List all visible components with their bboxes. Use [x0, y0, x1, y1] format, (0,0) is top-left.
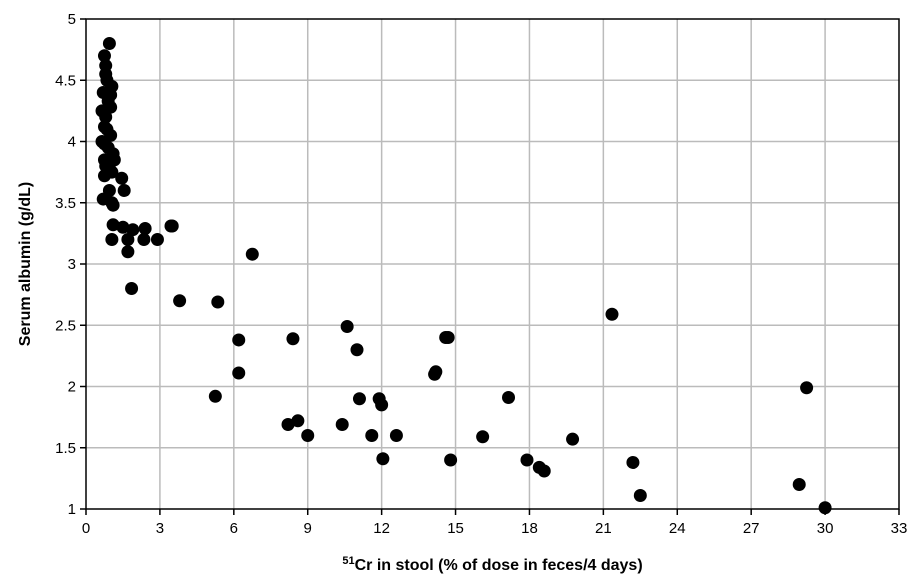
data-point [115, 171, 129, 185]
data-point [208, 389, 222, 403]
x-tick-label: 6 [230, 520, 238, 537]
data-point [105, 233, 119, 246]
y-tick-label: 1.5 [55, 440, 76, 457]
data-point [626, 455, 640, 469]
data-point [126, 223, 140, 237]
x-axis-title-superscript: 51 [342, 555, 354, 567]
x-axis-title-text: Cr in stool (% of dose in feces/4 days) [355, 557, 643, 574]
data-point [121, 233, 135, 246]
axis-ticks: 0 3 6 9 12 15 18 21 24 27 30 33 1 1.5 2 2.5 3 3.5 4 4.5 5 [55, 11, 907, 537]
data-point [502, 391, 516, 405]
data-point [335, 417, 349, 431]
data-point [138, 221, 152, 235]
data-point [291, 414, 305, 428]
data-point [365, 429, 379, 442]
x-tick-label: 15 [447, 520, 464, 537]
data-point [301, 429, 315, 442]
data-point [605, 307, 619, 321]
data-point [125, 282, 139, 295]
x-tick-label: 33 [891, 520, 908, 537]
y-tick-label: 2.5 [55, 317, 76, 334]
data-point [137, 233, 151, 246]
y-tick-label: 4 [68, 134, 76, 151]
data-point [150, 233, 164, 246]
data-point [281, 417, 295, 431]
data-point [537, 464, 551, 478]
y-axis-title: Serum albumin (g/dL) [17, 182, 34, 346]
x-tick-label: 18 [521, 520, 538, 537]
x-tick-label: 12 [373, 520, 390, 537]
data-point [116, 220, 130, 234]
data-point [102, 37, 116, 50]
data-point [97, 169, 111, 183]
data-points [95, 37, 832, 515]
data-point [429, 365, 443, 379]
x-tick-label: 27 [743, 520, 760, 537]
data-point [232, 333, 246, 347]
y-tick-label: 5 [68, 11, 76, 28]
data-point [165, 219, 179, 233]
data-point [792, 478, 806, 491]
y-tick-label: 1 [68, 501, 76, 518]
data-point [99, 110, 113, 124]
data-point [633, 489, 647, 503]
data-point [211, 295, 225, 309]
data-point [441, 331, 455, 344]
data-point [566, 432, 580, 446]
data-point [444, 453, 458, 467]
x-tick-label: 24 [669, 520, 686, 537]
y-tick-label: 3 [68, 256, 76, 273]
data-point [389, 429, 403, 442]
x-axis-title: 51Cr in stool (% of dose in feces/4 days… [342, 555, 642, 574]
data-point [245, 247, 259, 261]
data-point [106, 218, 120, 232]
grid-lines [86, 19, 899, 509]
data-point [476, 430, 490, 444]
y-tick-label: 3.5 [55, 195, 76, 212]
y-tick-label: 4.5 [55, 72, 76, 89]
x-tick-label: 30 [817, 520, 834, 537]
data-point [173, 294, 187, 308]
data-point [232, 366, 246, 380]
data-point [376, 452, 390, 466]
data-point [818, 501, 832, 515]
y-tick-label: 2 [68, 379, 76, 396]
data-point [350, 343, 364, 357]
x-tick-label: 21 [595, 520, 612, 537]
data-point [520, 453, 534, 467]
data-point [352, 392, 366, 406]
x-tick-label: 3 [156, 520, 164, 537]
data-point [97, 49, 111, 63]
x-tick-label: 0 [82, 520, 90, 537]
data-point [286, 332, 300, 346]
x-tick-label: 9 [304, 520, 312, 537]
data-point [800, 381, 814, 395]
data-point [340, 319, 354, 333]
data-point [121, 245, 135, 259]
data-point [106, 198, 120, 212]
data-point [117, 184, 131, 197]
data-point [375, 398, 389, 412]
